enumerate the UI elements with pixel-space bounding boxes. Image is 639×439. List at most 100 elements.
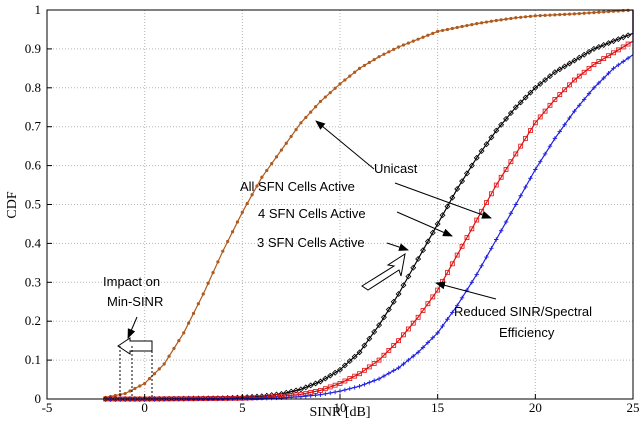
data-point bbox=[460, 24, 464, 29]
data-point bbox=[318, 388, 323, 393]
data-point bbox=[372, 57, 376, 62]
annotation-reduced-line2: Efficiency bbox=[499, 325, 555, 340]
data-point bbox=[606, 10, 611, 14]
data-point bbox=[302, 384, 309, 391]
data-point bbox=[464, 170, 470, 177]
data-point bbox=[406, 357, 411, 363]
data-point bbox=[265, 168, 269, 173]
x-tick-label: 15 bbox=[431, 400, 444, 415]
data-point bbox=[341, 362, 348, 369]
data-point bbox=[581, 69, 587, 75]
data-point bbox=[469, 226, 475, 232]
data-point bbox=[563, 12, 567, 16]
data-point bbox=[484, 200, 489, 205]
y-tick-label: 0.4 bbox=[25, 235, 42, 250]
data-point bbox=[459, 295, 465, 301]
data-point bbox=[390, 298, 397, 305]
data-point bbox=[601, 56, 607, 62]
data-point bbox=[562, 87, 568, 93]
data-point bbox=[450, 310, 455, 315]
data-point bbox=[445, 270, 450, 275]
x-tick-label: 0 bbox=[141, 400, 148, 415]
data-point bbox=[557, 92, 563, 98]
data-point bbox=[566, 60, 573, 67]
data-point bbox=[576, 54, 583, 61]
data-point bbox=[362, 382, 367, 387]
data-point bbox=[597, 10, 601, 14]
data-point bbox=[445, 27, 450, 32]
data-point bbox=[411, 39, 415, 43]
data-point bbox=[493, 127, 500, 134]
data-point bbox=[489, 19, 493, 23]
data-point bbox=[396, 365, 401, 371]
data-point bbox=[147, 376, 152, 381]
data-point bbox=[581, 97, 587, 102]
data-point bbox=[519, 15, 523, 19]
data-point bbox=[376, 357, 382, 363]
data-point bbox=[387, 50, 391, 54]
data-point bbox=[567, 12, 572, 16]
data-point bbox=[562, 122, 567, 127]
data-point bbox=[371, 328, 378, 335]
data-point bbox=[289, 134, 293, 139]
data-point bbox=[621, 59, 626, 64]
data-point bbox=[260, 175, 264, 179]
annotation-reduced-line1: Reduced SINR/Spectral bbox=[454, 304, 592, 319]
data-point bbox=[483, 141, 490, 148]
data-point bbox=[406, 41, 410, 45]
data-point bbox=[420, 308, 426, 313]
data-point bbox=[547, 73, 553, 80]
data-point bbox=[352, 385, 357, 390]
data-point bbox=[444, 203, 451, 210]
data-point bbox=[494, 237, 499, 242]
data-point bbox=[602, 10, 606, 14]
data-point bbox=[366, 364, 372, 370]
data-point bbox=[542, 108, 548, 114]
data-point bbox=[493, 182, 499, 188]
data-point bbox=[436, 29, 440, 33]
data-point bbox=[322, 375, 329, 382]
data-point bbox=[454, 185, 461, 192]
data-point bbox=[572, 12, 577, 16]
data-point bbox=[606, 53, 611, 59]
data-point bbox=[571, 57, 578, 64]
data-point bbox=[405, 273, 412, 280]
data-point bbox=[582, 11, 586, 15]
data-point bbox=[337, 381, 343, 386]
data-point bbox=[420, 345, 426, 350]
data-point bbox=[381, 352, 387, 358]
data-point bbox=[577, 11, 581, 16]
data-point bbox=[591, 62, 597, 67]
data-point bbox=[293, 394, 299, 400]
data-point bbox=[332, 382, 338, 388]
data-point bbox=[230, 230, 235, 234]
data-point bbox=[397, 45, 401, 49]
unicast-arrow bbox=[315, 120, 375, 170]
data-point bbox=[587, 11, 591, 15]
data-point bbox=[440, 323, 445, 329]
data-point bbox=[533, 167, 538, 172]
data-point bbox=[480, 21, 484, 25]
data-point bbox=[381, 373, 387, 379]
data-point bbox=[523, 184, 528, 190]
data-point bbox=[542, 77, 549, 83]
data-point bbox=[333, 86, 337, 90]
data-point bbox=[307, 382, 314, 389]
data-point bbox=[455, 303, 460, 308]
data-point bbox=[424, 238, 431, 245]
data-point bbox=[537, 80, 544, 87]
tick-labels: -5 0 5 10 15 20 2500.10.20.30.40.50.60.70.80.9… bbox=[25, 2, 639, 415]
data-point bbox=[401, 361, 406, 367]
data-point bbox=[595, 43, 602, 50]
data-point bbox=[547, 102, 553, 108]
data-point bbox=[513, 151, 519, 157]
data-point bbox=[362, 63, 367, 68]
data-point bbox=[391, 368, 396, 373]
x-axis-label: SINR [dB] bbox=[309, 405, 370, 420]
data-point bbox=[605, 40, 612, 47]
data-point bbox=[386, 347, 392, 353]
data-point bbox=[611, 50, 616, 56]
data-point bbox=[557, 129, 562, 134]
data-point bbox=[299, 121, 303, 125]
y-tick-label: 0.2 bbox=[25, 313, 41, 328]
